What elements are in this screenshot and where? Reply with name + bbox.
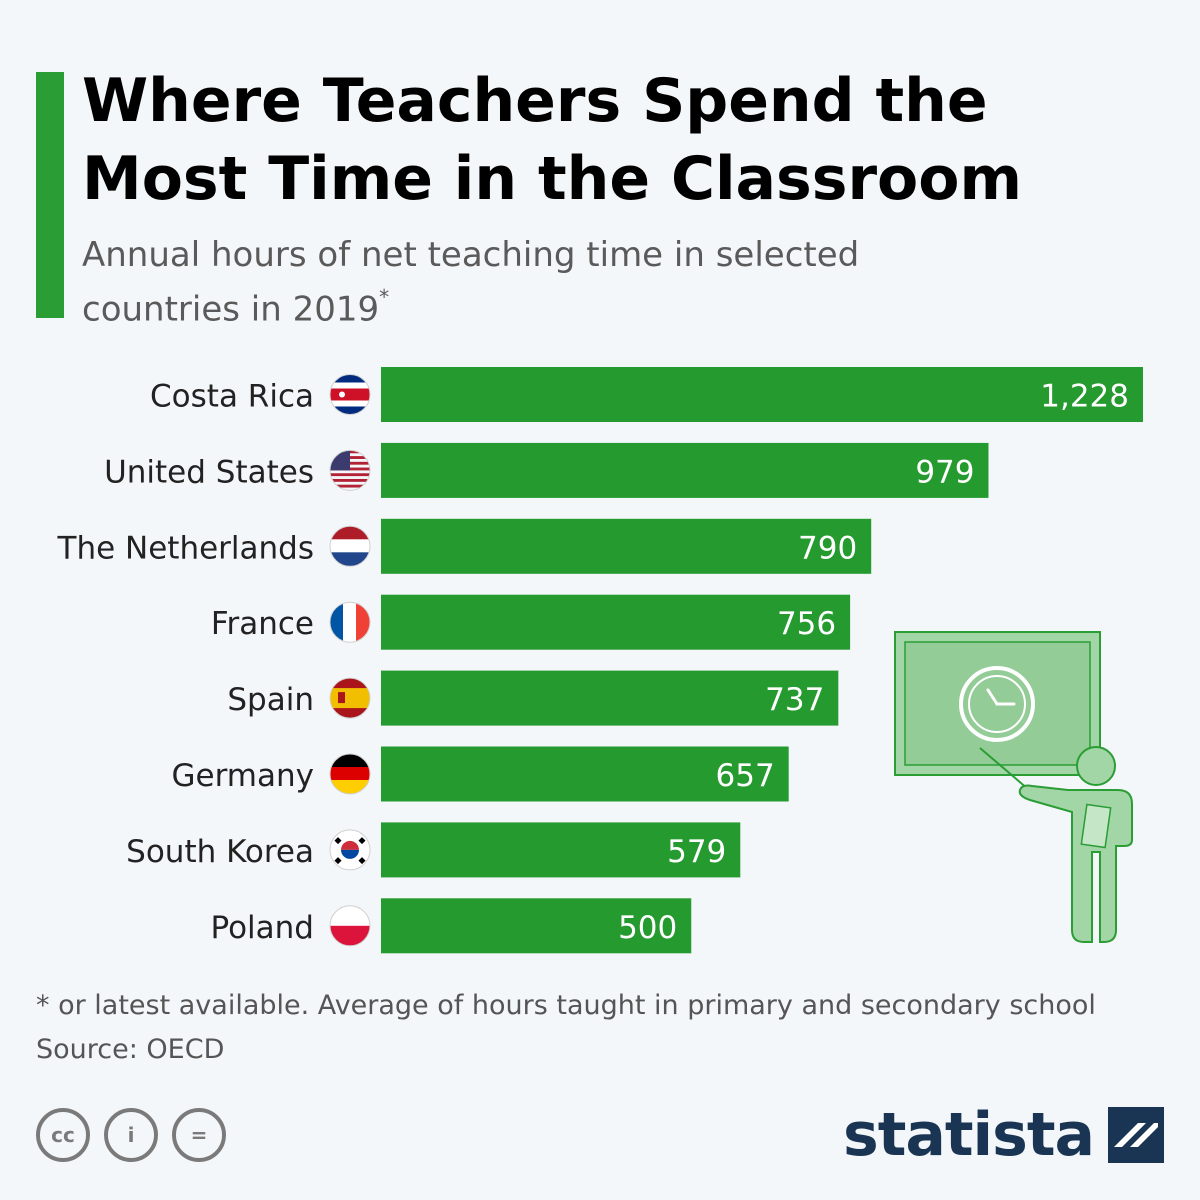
south-korea-flag-icon: [330, 829, 370, 870]
germany-flag-icon: [330, 754, 370, 794]
chart-title: Where Teachers Spend the Most Time in th…: [82, 66, 1023, 214]
category-label: South Korea: [126, 834, 314, 870]
category-label: Poland: [211, 910, 315, 946]
attribution-icon[interactable]: i: [104, 1108, 158, 1162]
bar: [381, 670, 839, 726]
poland-flag-icon: [330, 905, 370, 946]
bar: [381, 822, 741, 878]
no-derivatives-icon[interactable]: =: [172, 1108, 226, 1162]
category-label: France: [211, 606, 314, 642]
category-label: Germany: [172, 758, 314, 794]
bar-value-label: 579: [667, 834, 726, 870]
bar-value-label: 657: [716, 758, 775, 794]
subtitle-text: Annual hours of net teaching time in sel…: [82, 235, 860, 330]
bar: [381, 594, 851, 650]
title-accent-bar: [36, 72, 64, 318]
chart-source: Source: OECD: [36, 1034, 225, 1065]
chart-footnote: * or latest available. Average of hours …: [36, 990, 1096, 1021]
teacher-at-blackboard-with-clock-icon: [894, 631, 1133, 943]
spain-flag-icon: [330, 678, 370, 719]
bar: [381, 442, 989, 498]
category-label: United States: [104, 454, 314, 490]
subtitle-footnote-mark: *: [379, 285, 390, 309]
bar: [381, 746, 789, 802]
bar-value-label: 790: [798, 530, 857, 566]
category-label: Costa Rica: [150, 379, 314, 415]
chart-subtitle: Annual hours of net teaching time in sel…: [82, 232, 882, 332]
bar-value-label: 737: [765, 682, 824, 718]
netherlands-flag-icon: [330, 526, 370, 567]
france-flag-icon: [330, 602, 370, 643]
bar-value-label: 979: [915, 454, 974, 490]
bar-value-label: 1,228: [1040, 379, 1129, 415]
category-label: The Netherlands: [57, 530, 314, 566]
bar: [381, 518, 872, 574]
cc-icon[interactable]: cc: [36, 1108, 90, 1162]
bar: [381, 898, 692, 954]
license-icons: cc i =: [36, 1108, 226, 1162]
category-label: Spain: [227, 682, 314, 718]
bar: [381, 367, 1143, 422]
bar-chart: 1,228 Costa Rica 979 United States 790 The Ne…: [57, 367, 1143, 954]
bar-value-label: 500: [618, 910, 677, 946]
statista-logo-mark-icon: [1108, 1107, 1164, 1163]
costa-rica-flag-icon: [330, 374, 370, 415]
brand-name: statista: [842, 1100, 1095, 1170]
bar-value-label: 756: [777, 606, 836, 642]
statista-logo[interactable]: statista: [843, 1100, 1164, 1170]
